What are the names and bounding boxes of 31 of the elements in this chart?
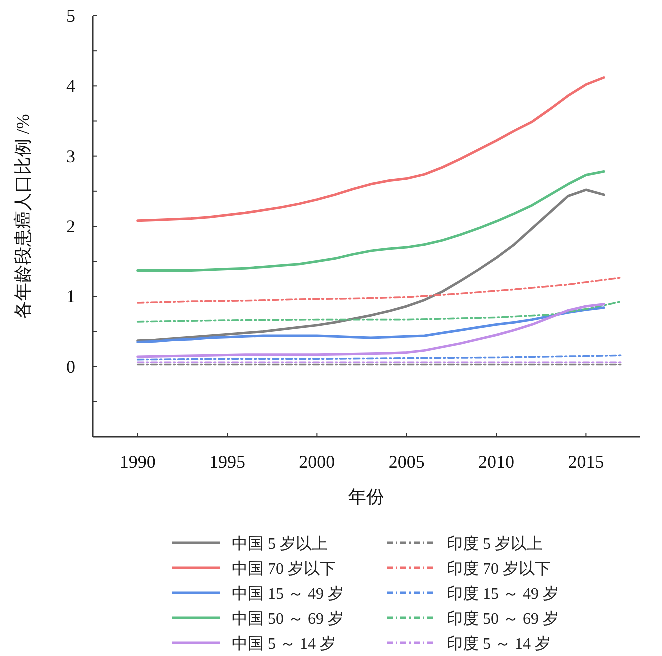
y-tick-label: 2: [66, 216, 76, 236]
y-axis-title: 各年龄段患癌人口比例 /%: [13, 114, 33, 319]
legend-label: 中国 15 ～ 49 岁: [232, 585, 344, 603]
y-tick-label: 1: [66, 286, 76, 307]
line-series: [136, 188, 606, 342]
legend-label: 中国 70 岁以下: [232, 560, 336, 578]
x-tick-label: 1995: [210, 452, 246, 472]
x-tick-label: 1990: [120, 452, 156, 472]
line-series: [136, 76, 606, 222]
x-tick-label: 2000: [299, 452, 336, 472]
line-series: [136, 276, 623, 304]
line-series: [136, 303, 606, 358]
line-series: [136, 170, 606, 272]
y-tick-label: 5: [66, 6, 76, 26]
legend-label: 印度 50 ～ 69 岁: [447, 610, 559, 628]
x-tick-label: 2005: [388, 452, 425, 472]
line-series: [136, 306, 606, 344]
x-tick-label: 2015: [568, 452, 604, 472]
legend-label: 印度 5 岁以上: [447, 535, 543, 553]
legend-label: 印度 70 岁以下: [447, 560, 551, 578]
x-tick-label: 2010: [478, 452, 515, 472]
line-series: [136, 300, 623, 323]
legend-label: 中国 50 ～ 69 岁: [232, 610, 344, 628]
legend-label: 印度 5 ～ 14 岁: [447, 635, 551, 653]
x-axis-title: 年份: [348, 487, 384, 507]
y-tick-label: 4: [66, 76, 76, 96]
y-tick-label: 3: [66, 146, 76, 166]
legend-label: 中国 5 ～ 14 岁: [232, 635, 336, 653]
y-tick-label: 0: [66, 356, 76, 377]
legend-label: 印度 15 ～ 49 岁: [447, 585, 559, 603]
legend-label: 中国 5 岁以上: [232, 535, 328, 553]
